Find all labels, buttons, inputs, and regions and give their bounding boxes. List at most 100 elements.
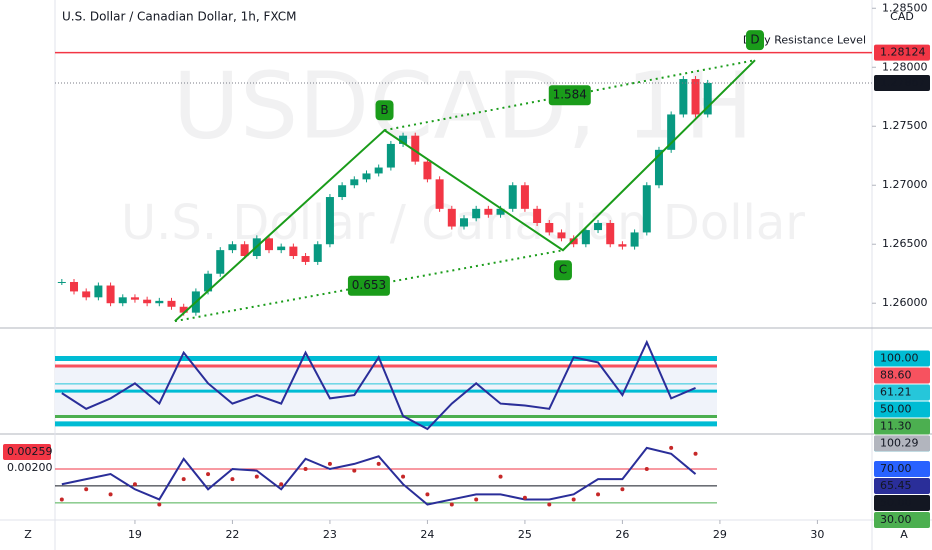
candle bbox=[130, 297, 139, 300]
price-label: 70.00 bbox=[880, 462, 912, 475]
x-tick-label: 26 bbox=[615, 528, 629, 541]
left-label: 0.00200 bbox=[7, 461, 53, 474]
zoom-button[interactable]: Z bbox=[24, 528, 32, 541]
candle bbox=[459, 218, 468, 227]
candle bbox=[350, 179, 359, 186]
candle bbox=[216, 250, 225, 274]
candle bbox=[642, 185, 651, 233]
x-tick-label: 30 bbox=[810, 528, 824, 541]
dot bbox=[254, 474, 259, 479]
candle bbox=[240, 244, 249, 257]
dot bbox=[352, 468, 357, 473]
price-label-box bbox=[874, 367, 930, 384]
chart-title: U.S. Dollar / Canadian Dollar, 1h, FXCM bbox=[62, 10, 297, 24]
candle bbox=[606, 222, 615, 245]
candle bbox=[338, 185, 347, 198]
y-tick-label: 1.28000 bbox=[882, 60, 928, 73]
dot bbox=[279, 482, 284, 487]
dot bbox=[230, 477, 235, 482]
candle bbox=[94, 285, 103, 298]
price-label-box bbox=[874, 435, 930, 452]
candle bbox=[70, 281, 79, 292]
dot bbox=[571, 497, 576, 502]
price-label: 30.00 bbox=[880, 513, 912, 526]
watermark: USDCAD, 1H bbox=[173, 52, 754, 159]
price-label: 61.21 bbox=[880, 386, 912, 399]
candle bbox=[155, 300, 164, 304]
candle bbox=[569, 238, 578, 245]
x-tick-label: 29 bbox=[713, 528, 727, 541]
y-tick-label: 1.26000 bbox=[882, 296, 928, 309]
candle bbox=[362, 173, 371, 180]
candle bbox=[179, 306, 188, 313]
dot bbox=[449, 502, 454, 507]
price-label: 65.45 bbox=[880, 479, 912, 492]
candle bbox=[435, 179, 444, 209]
candle bbox=[520, 185, 529, 209]
candle bbox=[667, 114, 676, 150]
candle bbox=[594, 222, 603, 231]
dot bbox=[474, 497, 479, 502]
price-label: 11.30 bbox=[880, 420, 912, 433]
candle bbox=[618, 244, 627, 247]
price-label-box bbox=[874, 494, 930, 511]
dot bbox=[84, 487, 89, 492]
dot bbox=[547, 502, 552, 507]
price-label: 100.00 bbox=[880, 352, 919, 365]
dot bbox=[669, 445, 674, 450]
price-label-box bbox=[874, 418, 930, 435]
dot bbox=[498, 474, 503, 479]
point-badge bbox=[746, 30, 765, 51]
point-label: C bbox=[559, 263, 567, 277]
candle bbox=[411, 135, 420, 162]
indicator-line bbox=[61, 446, 697, 506]
point-badge bbox=[553, 260, 572, 281]
point-badge bbox=[375, 100, 394, 121]
price-label-box bbox=[874, 511, 930, 528]
candle bbox=[289, 246, 298, 257]
auto-scale-button[interactable]: A bbox=[900, 528, 908, 541]
candle bbox=[325, 197, 334, 245]
candle bbox=[508, 185, 517, 209]
dot bbox=[108, 492, 113, 497]
ratio-badge bbox=[347, 275, 390, 296]
pattern-line bbox=[174, 59, 756, 322]
candle bbox=[691, 79, 700, 115]
price-label: 50.00 bbox=[880, 496, 912, 509]
candle bbox=[82, 291, 91, 298]
dot bbox=[596, 492, 601, 497]
candle bbox=[533, 208, 542, 223]
y-tick-label: 1.27500 bbox=[882, 119, 928, 132]
price-label-box bbox=[874, 384, 930, 401]
candle bbox=[447, 208, 456, 227]
price-label-box bbox=[874, 74, 930, 91]
y-tick-label: 1.27000 bbox=[882, 178, 928, 191]
candle bbox=[399, 135, 408, 144]
candle bbox=[484, 208, 493, 215]
price-label-box bbox=[874, 401, 930, 418]
price-label-box bbox=[874, 477, 930, 494]
candle bbox=[654, 149, 663, 186]
candle bbox=[423, 161, 432, 180]
dot bbox=[401, 474, 406, 479]
candle bbox=[557, 232, 566, 239]
candle bbox=[167, 300, 176, 307]
dot bbox=[206, 472, 211, 477]
candle bbox=[264, 238, 273, 251]
ratio-label: 1.584 bbox=[553, 88, 587, 102]
dot bbox=[425, 492, 430, 497]
candle bbox=[118, 297, 127, 304]
dot bbox=[522, 495, 527, 500]
dot bbox=[181, 477, 186, 482]
candle bbox=[301, 256, 310, 262]
ratio-badge bbox=[548, 85, 591, 106]
y-tick-label: 1.26500 bbox=[882, 237, 928, 250]
candle bbox=[143, 299, 152, 304]
currency: CAD bbox=[890, 10, 914, 23]
candle bbox=[545, 222, 554, 233]
point-label: D bbox=[750, 33, 759, 47]
candle bbox=[228, 244, 237, 251]
price-label-box bbox=[874, 44, 930, 61]
